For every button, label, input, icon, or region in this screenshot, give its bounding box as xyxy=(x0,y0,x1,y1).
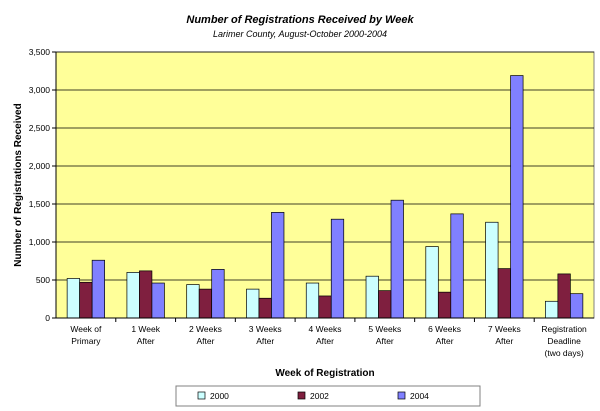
legend-items: 2000 2002 2004 xyxy=(197,391,429,401)
bar-2004-1 xyxy=(151,282,165,319)
legend: 2000 2002 2004 xyxy=(175,385,481,407)
y-tick-label: 3,500 xyxy=(29,47,51,57)
bar-2002-6 xyxy=(437,291,452,319)
bar-2004-6 xyxy=(450,213,464,319)
y-tick-label: 1,500 xyxy=(29,199,51,209)
x-category-label: After xyxy=(495,336,513,346)
legend-swatch-2004 xyxy=(397,391,406,400)
y-tick-label: 2,000 xyxy=(29,161,51,171)
bar-2002-7 xyxy=(497,268,511,319)
bar-2000-6 xyxy=(425,246,439,319)
bar-2002-3 xyxy=(258,297,272,319)
x-category-label: 4 Weeks xyxy=(309,324,342,334)
x-category-label: After xyxy=(376,336,394,346)
x-axis-title: Week of Registration xyxy=(275,368,374,379)
y-tick-label: 500 xyxy=(36,275,50,285)
chart-title: Number of Registrations Received by Week xyxy=(186,14,414,26)
bar-2004-8 xyxy=(570,293,584,319)
bar-2000-4 xyxy=(305,282,320,319)
x-category-label: After xyxy=(137,336,155,346)
legend-swatch-2002 xyxy=(297,391,306,400)
bar-2002-2 xyxy=(198,288,213,319)
bar-2000-7 xyxy=(485,221,499,319)
x-category-label: 1 Week xyxy=(131,324,160,334)
bar-2000-2 xyxy=(186,284,200,319)
chart-subtitle: Larimer County, August-October 2000-2004 xyxy=(213,29,387,39)
bar-2000-0 xyxy=(66,278,80,319)
x-category-label: Primary xyxy=(71,336,101,346)
x-category-label: Deadline xyxy=(547,336,581,346)
legend-label-2000: 2000 xyxy=(210,391,229,401)
bar-2000-5 xyxy=(365,275,379,319)
bar-2004-2 xyxy=(211,269,225,319)
y-tick-label: 1,000 xyxy=(29,237,51,247)
x-category-label: After xyxy=(316,336,334,346)
x-category-label: After xyxy=(256,336,274,346)
x-category-label: (two days) xyxy=(545,348,584,358)
bar-2002-0 xyxy=(79,281,93,319)
legend-box xyxy=(175,385,481,407)
x-category-label: After xyxy=(196,336,214,346)
bar-2004-0 xyxy=(91,259,105,319)
legend-label-2004: 2004 xyxy=(410,391,429,401)
x-category-label: Week of xyxy=(70,324,102,334)
x-category-label: 3 Weeks xyxy=(249,324,282,334)
legend-label-2002: 2002 xyxy=(310,391,329,401)
y-axis-ticks: 0 500 1,000 1,500 2,000 2,500 3,000 3,500 xyxy=(29,47,56,323)
bar-2002-5 xyxy=(378,290,392,319)
bar-2002-8 xyxy=(557,273,571,319)
bar-series xyxy=(66,75,584,319)
y-tick-label: 0 xyxy=(45,313,50,323)
bar-2004-7 xyxy=(510,75,524,319)
x-category-label: 7 Weeks xyxy=(488,324,521,334)
x-category-label: After xyxy=(436,336,454,346)
bar-2004-5 xyxy=(390,199,404,319)
bar-2000-3 xyxy=(246,288,260,319)
bar-2004-3 xyxy=(271,212,285,319)
bar-2000-8 xyxy=(545,300,559,319)
bar-2002-4 xyxy=(318,295,332,319)
y-tick-label: 3,000 xyxy=(29,85,51,95)
bar-2004-4 xyxy=(330,218,345,319)
x-category-label: 5 Weeks xyxy=(368,324,401,334)
bar-2000-1 xyxy=(126,272,140,319)
x-category-label: Registration xyxy=(541,324,587,334)
bar-2002-1 xyxy=(139,270,153,319)
x-category-label: 6 Weeks xyxy=(428,324,461,334)
legend-swatch-2000 xyxy=(197,391,206,400)
y-axis-title: Number of Registrations Received xyxy=(13,103,24,266)
y-tick-label: 2,500 xyxy=(29,123,51,133)
x-category-label: 2 Weeks xyxy=(189,324,222,334)
x-axis-categories: Week of Primary 1 Week After 2 Weeks After 3 W… xyxy=(70,318,587,358)
